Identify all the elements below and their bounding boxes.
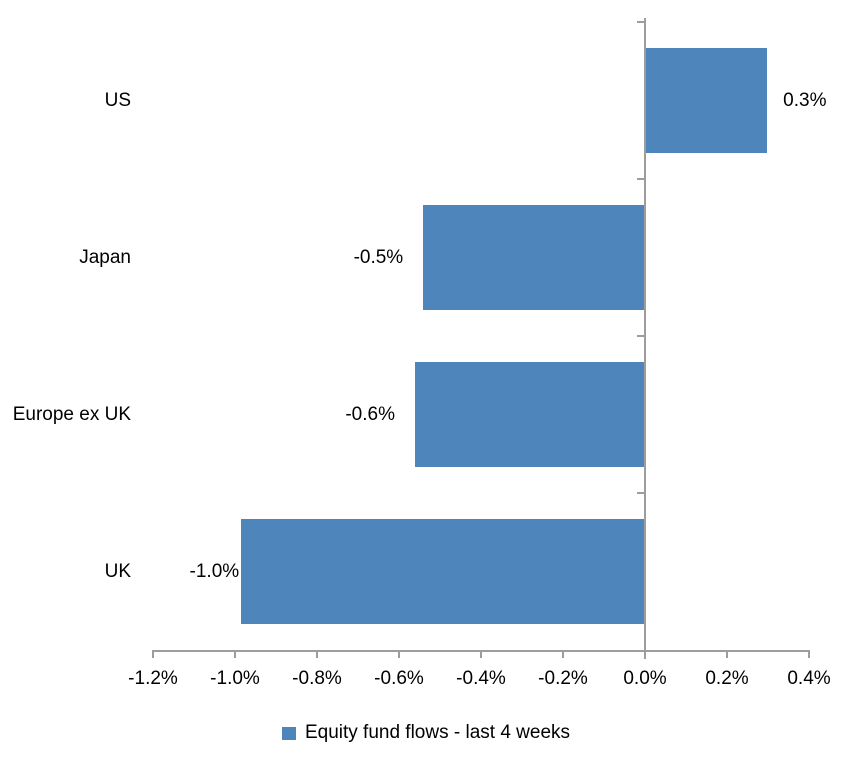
value-axis-tick-label: -1.2% (128, 668, 178, 689)
bar-uk (241, 519, 645, 624)
category-label: Europe ex UK (12, 403, 131, 425)
category-label: Japan (79, 246, 131, 268)
value-axis-tick (726, 652, 728, 658)
value-label: -0.5% (353, 246, 404, 268)
category-axis-tick (637, 492, 645, 494)
category-label: UK (104, 560, 131, 582)
value-axis-tick-label: -0.6% (374, 668, 424, 689)
category-axis-tick (637, 335, 645, 337)
bar-europe-ex-uk (414, 362, 645, 467)
value-axis-tick-label: 0.0% (623, 668, 667, 689)
value-axis-line (152, 650, 810, 652)
value-axis-tick (808, 652, 810, 658)
legend-marker-square (281, 726, 296, 740)
bar-us (645, 48, 768, 153)
value-axis-tick-label: -0.2% (538, 668, 588, 689)
value-axis-tick (644, 652, 646, 658)
bar-japan (423, 205, 645, 310)
category-axis-line (644, 18, 646, 659)
value-axis-tick (152, 652, 154, 658)
category-axis-tick (637, 21, 645, 23)
value-axis-tick-label: -0.4% (456, 668, 506, 689)
value-axis-tick-label: -0.8% (292, 668, 342, 689)
value-axis-tick (316, 652, 318, 658)
value-label: 0.3% (783, 89, 827, 111)
category-label: US (104, 89, 131, 111)
category-axis-tick (637, 178, 645, 180)
value-label: -1.0% (189, 560, 240, 582)
value-axis-tick (398, 652, 400, 658)
value-axis-tick-label: 0.4% (787, 668, 831, 689)
value-axis-tick-label: 0.2% (705, 668, 749, 689)
legend-label: Equity fund flows - last 4 weeks (304, 722, 571, 743)
value-axis-tick-label: -1.0% (210, 668, 260, 689)
value-axis-tick (234, 652, 236, 658)
value-axis-tick (480, 652, 482, 658)
legend: Equity fund flows - last 4 weeks (0, 720, 852, 746)
value-axis-tick (562, 652, 564, 658)
value-label: -0.6% (345, 403, 395, 425)
